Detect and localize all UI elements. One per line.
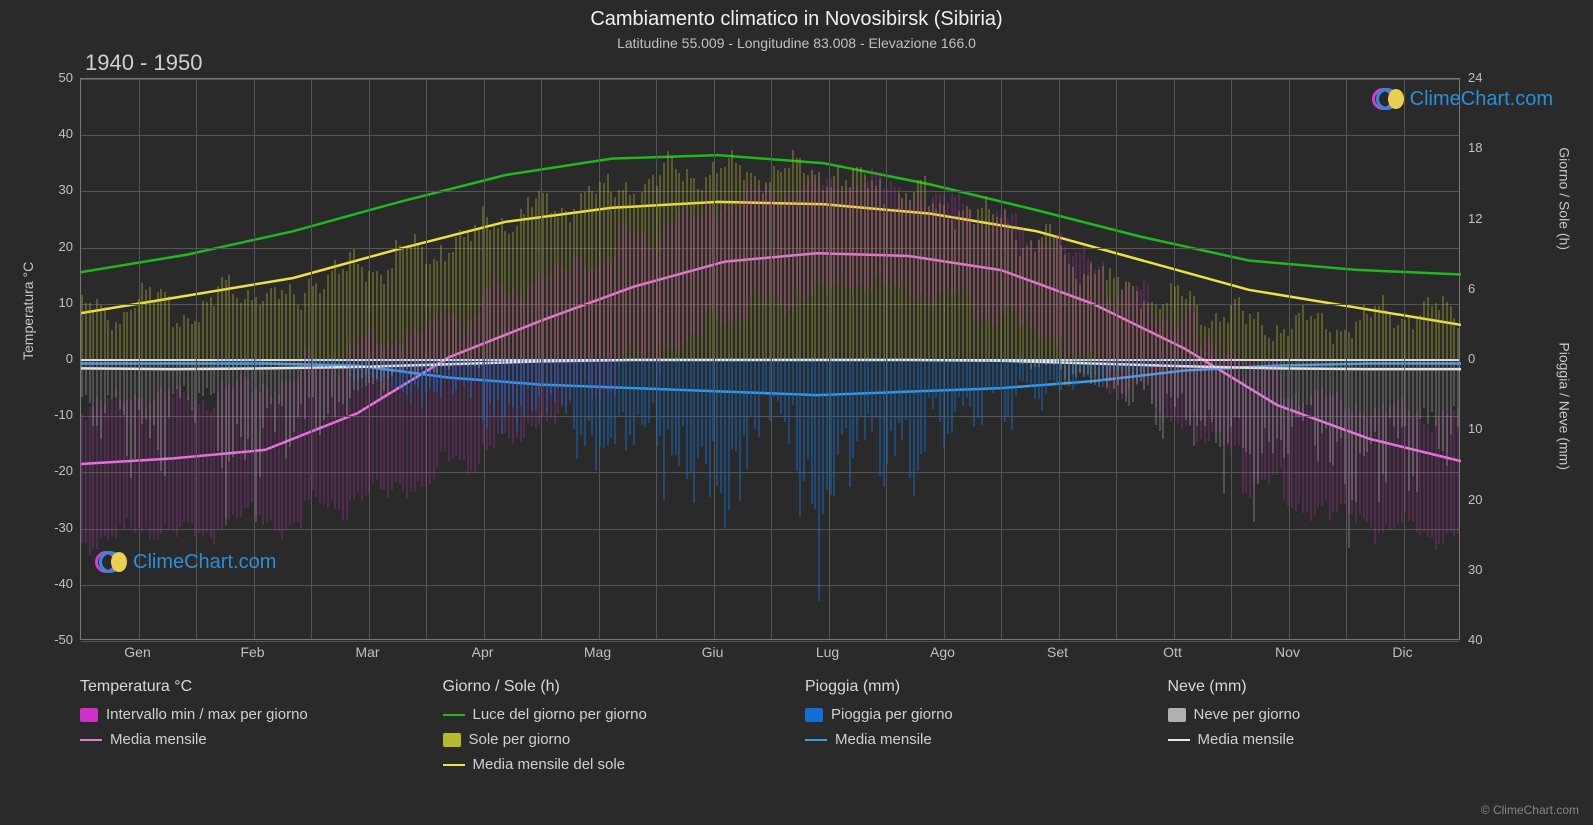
- climechart-logo-icon: [95, 548, 127, 576]
- tick-left: 40: [33, 126, 73, 141]
- legend-header: Pioggia (mm): [805, 678, 1168, 696]
- legend-column: Temperatura °C Intervallo min / max per g…: [80, 678, 443, 781]
- climechart-logo-icon: [1372, 85, 1404, 113]
- tick-right-bottom: 20: [1468, 492, 1482, 507]
- legend-column: Giorno / Sole (h) Luce del giorno per gio…: [443, 678, 806, 781]
- tick-left: 0: [33, 351, 73, 366]
- tick-left: 30: [33, 182, 73, 197]
- tick-right-top: 12: [1468, 211, 1482, 226]
- legend-label: Luce del giorno per giorno: [473, 706, 647, 723]
- tick-x: Ott: [1163, 644, 1182, 660]
- watermark-text: ClimeChart.com: [133, 551, 276, 574]
- legend-item: Media mensile: [805, 731, 1168, 748]
- tick-x: Nov: [1275, 644, 1300, 660]
- plot-area: [80, 78, 1460, 640]
- tick-left: -30: [33, 520, 73, 535]
- tick-right-top: 0: [1468, 351, 1475, 366]
- tick-left: 20: [33, 239, 73, 254]
- tick-right-top: 6: [1468, 281, 1475, 296]
- tick-x: Apr: [472, 644, 494, 660]
- period-label: 1940 - 1950: [85, 50, 202, 76]
- legend-swatch: [805, 708, 823, 722]
- legend-swatch: [80, 739, 102, 741]
- legend: Temperatura °C Intervallo min / max per g…: [80, 678, 1530, 781]
- tick-left: -10: [33, 407, 73, 422]
- tick-x: Lug: [816, 644, 839, 660]
- chart-title: Cambiamento climatico in Novosibirsk (Si…: [0, 0, 1593, 31]
- legend-label: Media mensile: [835, 731, 932, 748]
- tick-right-bottom: 30: [1468, 562, 1482, 577]
- legend-item: Media mensile: [1168, 731, 1531, 748]
- tick-right-top: 24: [1468, 70, 1482, 85]
- legend-swatch: [1168, 708, 1186, 722]
- tick-left: -40: [33, 576, 73, 591]
- y-axis-right-bottom-label: Pioggia / Neve (mm): [1557, 342, 1573, 470]
- tick-x: Dic: [1392, 644, 1412, 660]
- tick-right-bottom: 10: [1468, 421, 1482, 436]
- legend-swatch: [443, 714, 465, 716]
- copyright: © ClimeChart.com: [1481, 803, 1579, 817]
- y-axis-right-top-label: Giorno / Sole (h): [1557, 147, 1573, 250]
- tick-x: Gen: [124, 644, 150, 660]
- legend-swatch: [805, 739, 827, 741]
- tick-left: -50: [33, 632, 73, 647]
- tick-x: Ago: [930, 644, 955, 660]
- tick-x: Set: [1047, 644, 1068, 660]
- legend-label: Media mensile del sole: [473, 756, 626, 773]
- legend-item: Media mensile del sole: [443, 756, 806, 773]
- y-axis-left-label: Temperatura °C: [20, 262, 36, 360]
- legend-label: Media mensile: [1198, 731, 1295, 748]
- watermark-bottom: ClimeChart.com: [95, 548, 276, 576]
- legend-label: Pioggia per giorno: [831, 706, 953, 723]
- legend-column: Neve (mm) Neve per giorno Media mensile: [1168, 678, 1531, 781]
- legend-item: Sole per giorno: [443, 731, 806, 748]
- tick-right-bottom: 40: [1468, 632, 1482, 647]
- tick-x: Feb: [240, 644, 264, 660]
- watermark-top: ClimeChart.com: [1372, 85, 1553, 113]
- tick-x: Giu: [702, 644, 724, 660]
- legend-label: Neve per giorno: [1194, 706, 1301, 723]
- legend-header: Temperatura °C: [80, 678, 443, 696]
- watermark-text: ClimeChart.com: [1410, 88, 1553, 111]
- legend-header: Neve (mm): [1168, 678, 1531, 696]
- tick-x: Mar: [355, 644, 379, 660]
- legend-item: Intervallo min / max per giorno: [80, 706, 443, 723]
- legend-label: Media mensile: [110, 731, 207, 748]
- legend-swatch: [443, 733, 461, 747]
- legend-header: Giorno / Sole (h): [443, 678, 806, 696]
- tick-left: 50: [33, 70, 73, 85]
- legend-swatch: [443, 764, 465, 766]
- tick-x: Mag: [584, 644, 611, 660]
- legend-swatch: [1168, 739, 1190, 741]
- tick-left: 10: [33, 295, 73, 310]
- legend-item: Neve per giorno: [1168, 706, 1531, 723]
- legend-label: Sole per giorno: [469, 731, 571, 748]
- legend-label: Intervallo min / max per giorno: [106, 706, 308, 723]
- legend-column: Pioggia (mm) Pioggia per giorno Media mens…: [805, 678, 1168, 781]
- chart-subtitle: Latitudine 55.009 - Longitudine 83.008 -…: [0, 31, 1593, 51]
- legend-swatch: [80, 708, 98, 722]
- tick-left: -20: [33, 463, 73, 478]
- legend-item: Media mensile: [80, 731, 443, 748]
- legend-item: Luce del giorno per giorno: [443, 706, 806, 723]
- legend-item: Pioggia per giorno: [805, 706, 1168, 723]
- tick-right-top: 18: [1468, 140, 1482, 155]
